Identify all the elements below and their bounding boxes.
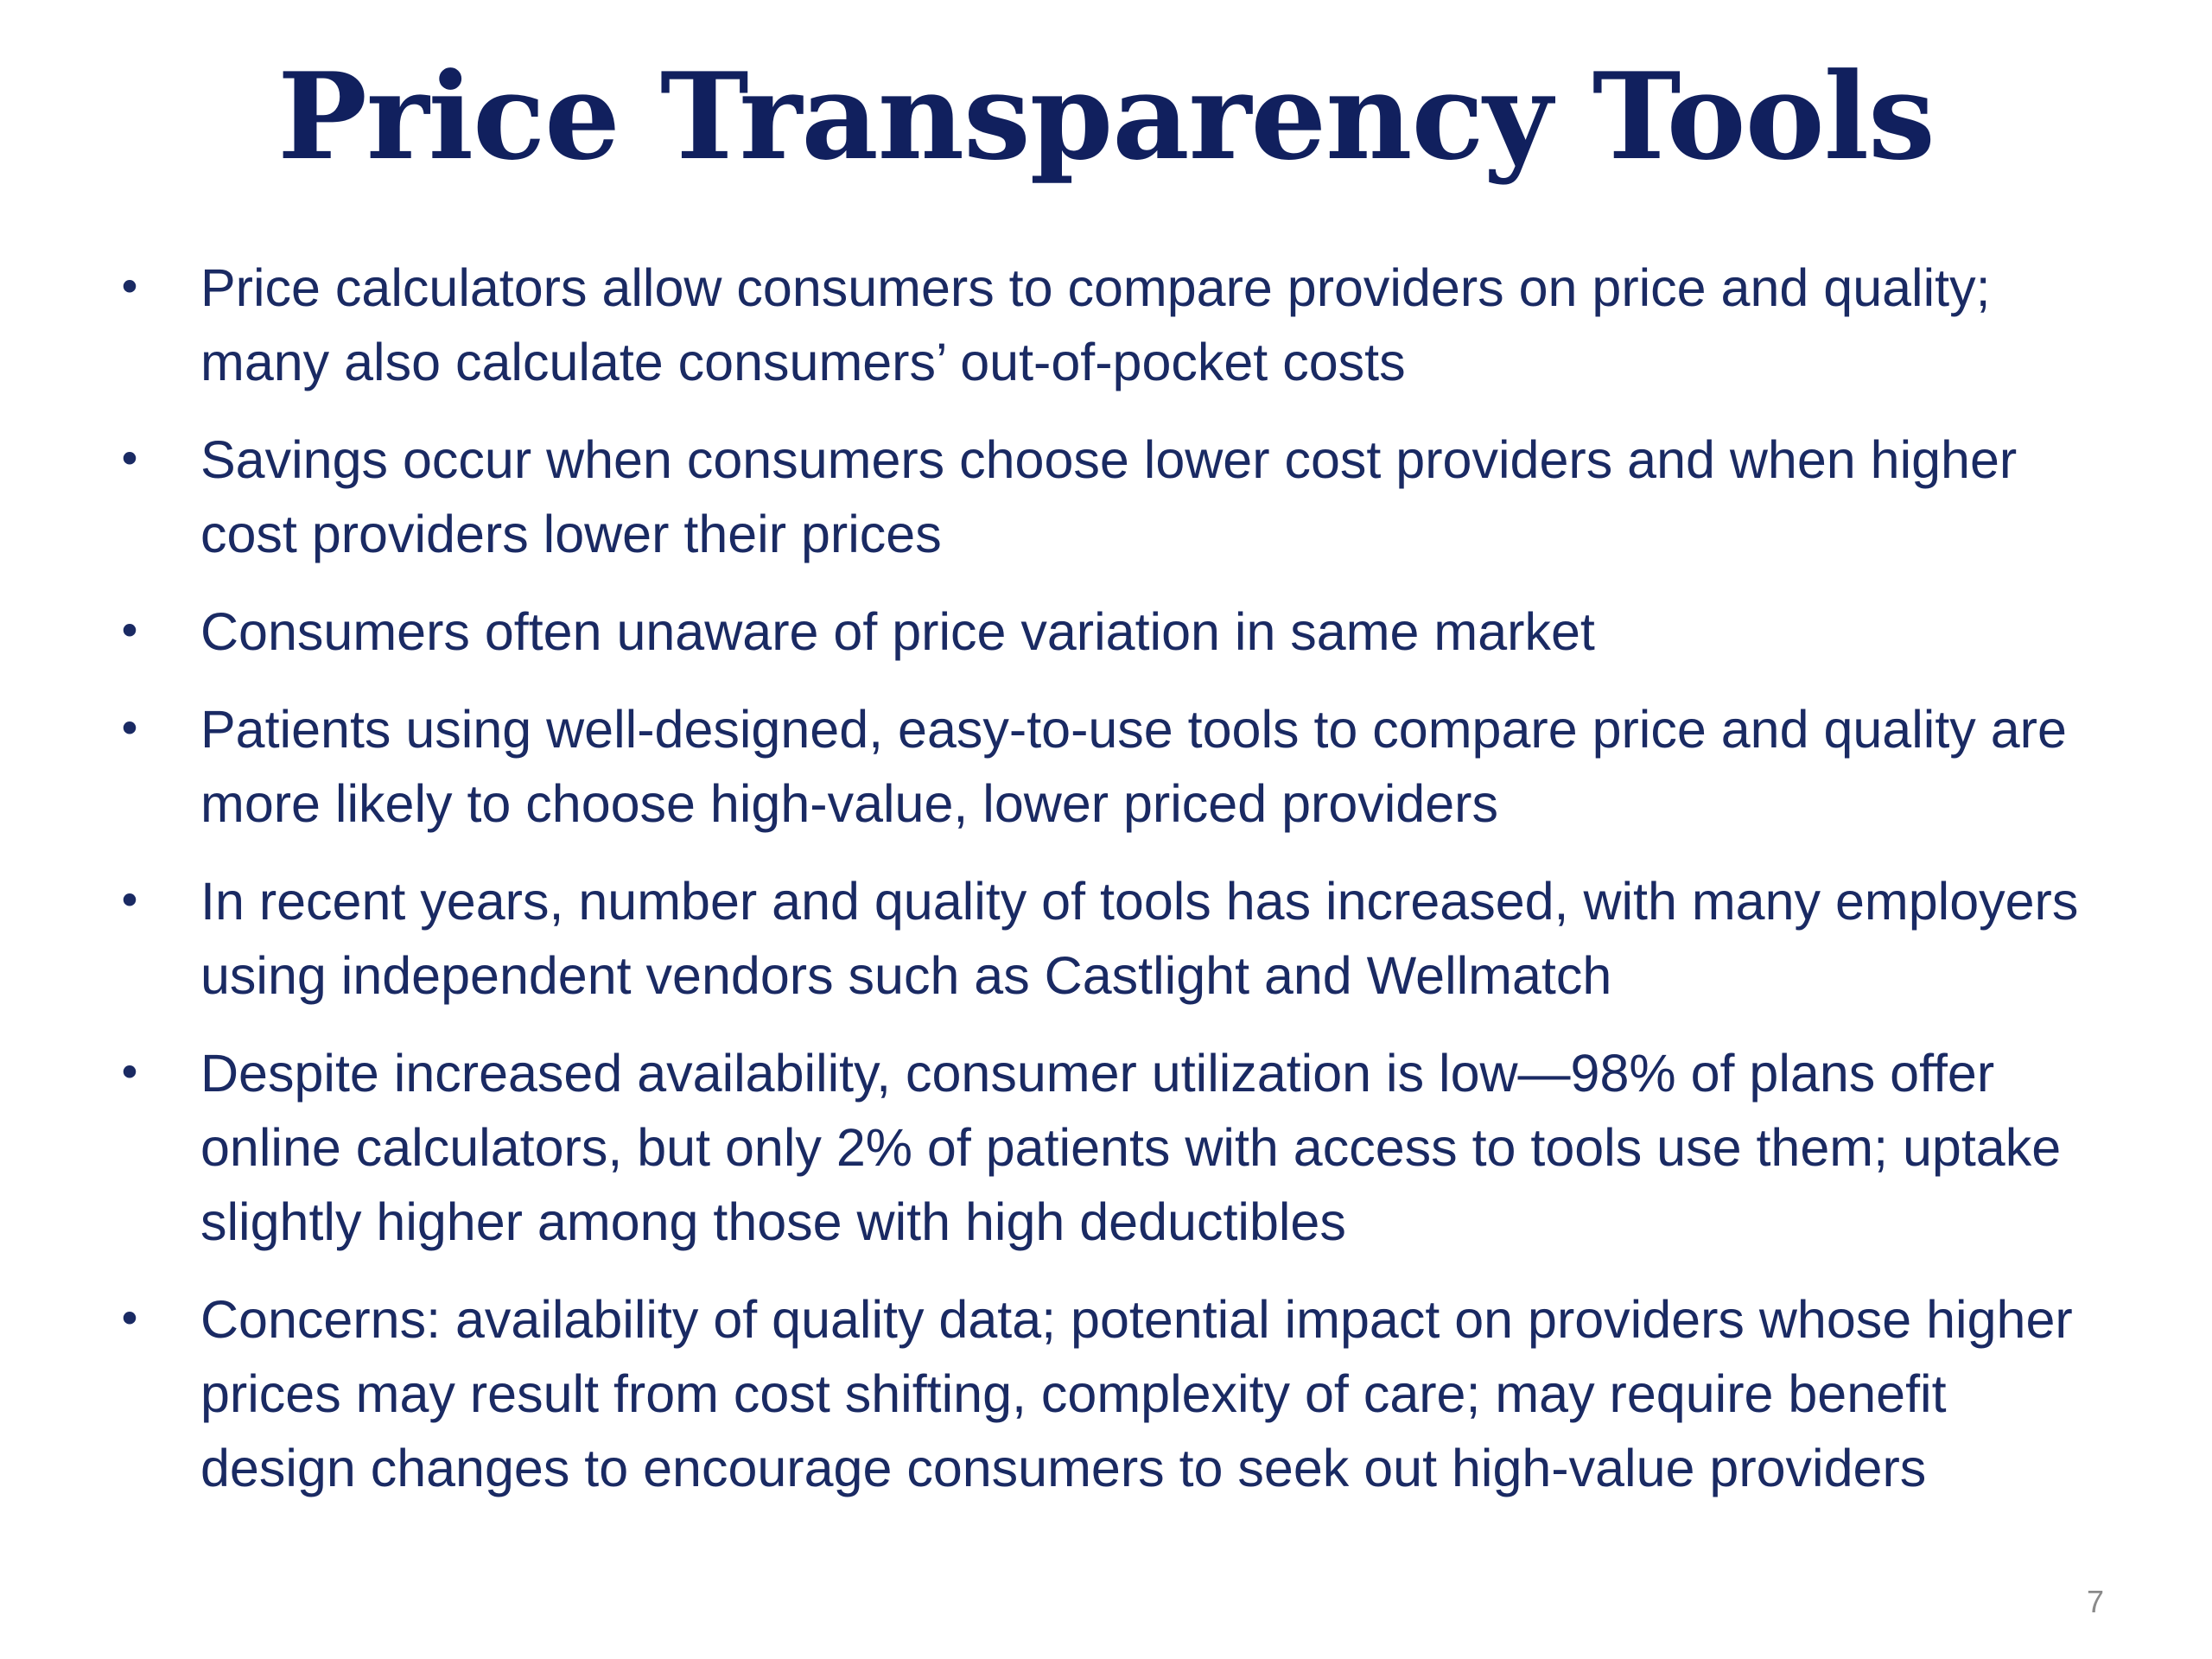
bullet-dot-icon: • xyxy=(117,704,143,754)
bullet-item: • Despite increased availability, consum… xyxy=(112,1036,2100,1259)
bullet-text: Despite increased availability, consumer… xyxy=(200,1044,2062,1251)
bullet-text: Price calculators allow consumers to com… xyxy=(200,258,1991,391)
bullet-dot-icon: • xyxy=(117,1048,143,1098)
bullet-list: • Price calculators allow consumers to c… xyxy=(112,251,2100,1529)
bullet-text: In recent years, number and quality of t… xyxy=(200,872,2079,1005)
bullet-dot-icon: • xyxy=(117,435,143,485)
bullet-item: • Price calculators allow consumers to c… xyxy=(112,251,2100,399)
bullet-item: • Patients using well-designed, easy-to-… xyxy=(112,692,2100,841)
bullet-text: Patients using well-designed, easy-to-us… xyxy=(200,700,2067,833)
bullet-item: • Concerns: availability of quality data… xyxy=(112,1282,2100,1505)
bullet-item: • In recent years, number and quality of… xyxy=(112,864,2100,1013)
bullet-dot-icon: • xyxy=(117,607,143,657)
bullet-dot-icon: • xyxy=(117,1294,143,1344)
slide-title: Price Transparency Tools xyxy=(277,46,1936,187)
bullet-item: • Savings occur when consumers choose lo… xyxy=(112,423,2100,571)
bullet-item: • Consumers often unaware of price varia… xyxy=(112,594,2100,669)
bullet-dot-icon: • xyxy=(117,876,143,926)
bullet-text: Savings occur when consumers choose lowe… xyxy=(200,430,2018,563)
bullet-text: Concerns: availability of quality data; … xyxy=(200,1290,2073,1497)
bullet-text: Consumers often unaware of price variati… xyxy=(200,602,1595,661)
page-number: 7 xyxy=(2086,1584,2104,1619)
bullet-dot-icon: • xyxy=(117,263,143,313)
